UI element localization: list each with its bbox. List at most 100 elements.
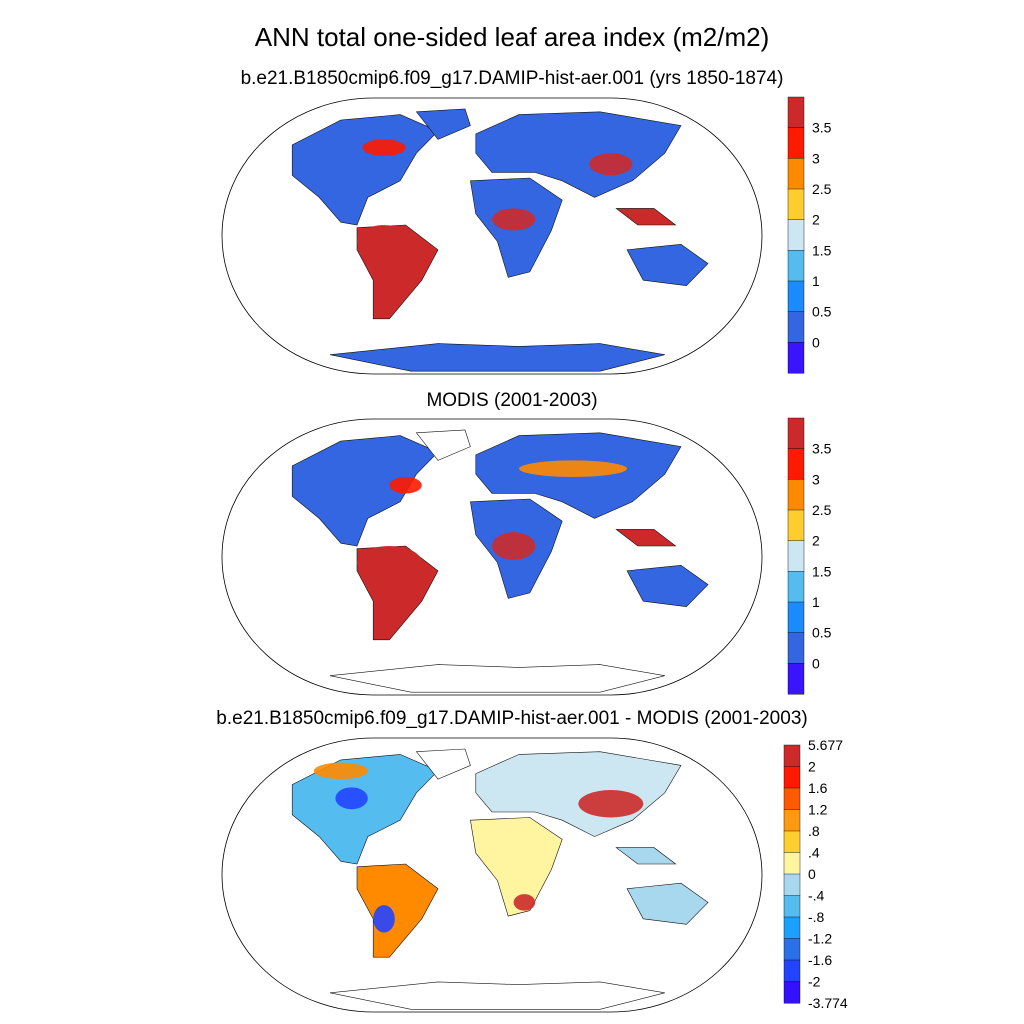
map-model: [221, 97, 763, 375]
colorbar-label: -.8: [808, 909, 825, 925]
colorbar-label: -1.2: [808, 931, 832, 947]
colorbar-swatch: [787, 250, 805, 282]
land-seasia: [615, 847, 677, 865]
land-antarctica: [329, 664, 665, 693]
colorbar-swatch: [787, 571, 805, 603]
colorbar-label: .8: [808, 823, 820, 839]
map-outline: [221, 737, 763, 1013]
region-namerica: [389, 476, 422, 494]
colorbar-label: 2: [808, 759, 816, 775]
colorbar-diff: 5.677 2 1.6 1.2 .8 .4 0 -.4 -.8 -1.2 -1.6 -2 -3.774: [783, 737, 848, 1011]
colorbar-label: 0.5: [812, 625, 832, 641]
map-diff: [221, 737, 763, 1013]
colorbar-label: -2: [808, 974, 821, 990]
colorbar-swatch: [787, 509, 805, 542]
colorbar-label: 3.5: [812, 120, 832, 136]
land-australia: [626, 243, 709, 287]
colorbar-label: -.4: [808, 888, 825, 904]
land-namerica: [291, 754, 439, 865]
colorbar-label: 2.5: [812, 181, 832, 197]
colorbar-label: -1.6: [808, 952, 832, 968]
colorbar-label: -3.774: [808, 995, 848, 1011]
colorbar-label: 3: [812, 150, 820, 166]
colorbar-swatch: [787, 663, 805, 695]
colorbar-label: 1.6: [808, 780, 828, 796]
land-greenland: [415, 108, 471, 140]
region-namerica: [362, 139, 406, 156]
colorbar-swatch: [787, 311, 805, 343]
colorbar-swatch: [783, 852, 801, 875]
panel-1-subtitle: b.e21.B1850cmip6.f09_g17.DAMIP-hist-aer.…: [240, 68, 784, 89]
land-antarctica: [329, 343, 665, 372]
colorbar-swatch: [783, 981, 801, 1004]
colorbar-label: 1: [812, 594, 820, 610]
panel-3-subtitle: b.e21.B1850cmip6.f09_g17.DAMIP-hist-aer.…: [216, 708, 808, 729]
colorbar-swatch: [787, 96, 805, 129]
colorbar-swatch: [787, 417, 805, 450]
map-outline: [221, 97, 763, 375]
colorbar-label: 0: [812, 334, 820, 350]
land-namerica: [291, 114, 439, 226]
colorbar-label: 0: [812, 655, 820, 671]
colorbar-swatch: [787, 219, 805, 251]
colorbar-label: 0.5: [812, 304, 832, 320]
colorbar-swatch: [783, 938, 801, 961]
colorbar-label: 2: [812, 212, 820, 228]
colorbar-label: 1: [812, 273, 820, 289]
colorbar-swatch: [787, 540, 805, 572]
region-eurasia: [578, 790, 644, 818]
colorbar-label: 0: [808, 866, 816, 882]
colorbar-label: 2.5: [812, 502, 832, 518]
region-namerica: [313, 762, 368, 780]
colorbar-swatch: [787, 280, 805, 313]
land-eurasia: [475, 111, 682, 198]
colorbar-swatch: [783, 895, 801, 918]
region-samerica: [357, 545, 422, 580]
colorbar-label: 1.2: [808, 802, 828, 818]
region-africa: [491, 208, 536, 231]
region-samerica: [357, 224, 411, 259]
colorbar-swatch: [787, 601, 805, 634]
colorbar-label: .4: [808, 845, 820, 861]
colorbar-swatch: [787, 448, 805, 480]
land-antarctica: [329, 981, 665, 1010]
colorbar-label: 2: [812, 533, 820, 549]
colorbar-swatch: [783, 830, 801, 853]
colorbar-swatch: [787, 342, 805, 374]
land-greenland: [415, 429, 471, 461]
land-greenland: [415, 748, 471, 780]
colorbar-swatch: [787, 188, 805, 221]
region-eurasia: [519, 460, 627, 477]
map-outline: [221, 418, 763, 696]
colorbar-swatch: [787, 479, 805, 511]
colorbar-model: 3.5 3 2.5 2 1.5 1 0.5 0: [787, 96, 832, 374]
colorbar-label: 3.5: [812, 441, 832, 457]
page-title: ANN total one-sided leaf area index (m2/…: [254, 22, 770, 52]
land-australia: [626, 564, 709, 608]
region-namerica: [335, 787, 368, 810]
land-eurasia: [475, 751, 682, 837]
colorbar-swatch: [783, 744, 801, 767]
colorbar-swatch: [783, 766, 801, 789]
region-africa: [513, 894, 536, 911]
land-samerica: [356, 863, 439, 958]
colorbar-swatch: [783, 959, 801, 982]
land-namerica: [291, 435, 439, 547]
colorbar-swatch: [783, 809, 801, 832]
colorbar-label: 5.677: [808, 737, 843, 753]
land-africa: [470, 817, 563, 917]
region-africa: [491, 532, 536, 560]
colorbar-label: 1.5: [812, 563, 832, 579]
colorbar-label: 3: [812, 471, 820, 487]
colorbar-swatch: [787, 127, 805, 159]
region-eurasia: [589, 153, 633, 176]
colorbar-swatch: [783, 873, 801, 896]
map-obs: [221, 418, 763, 696]
colorbar-obs: 3.5 3 2.5 2 1.5 1 0.5 0: [787, 417, 832, 695]
colorbar-label: 1.5: [812, 242, 832, 258]
land-seasia: [615, 529, 677, 547]
colorbar-swatch: [783, 916, 801, 939]
colorbar-swatch: [783, 787, 801, 810]
region-samerica: [373, 905, 395, 933]
